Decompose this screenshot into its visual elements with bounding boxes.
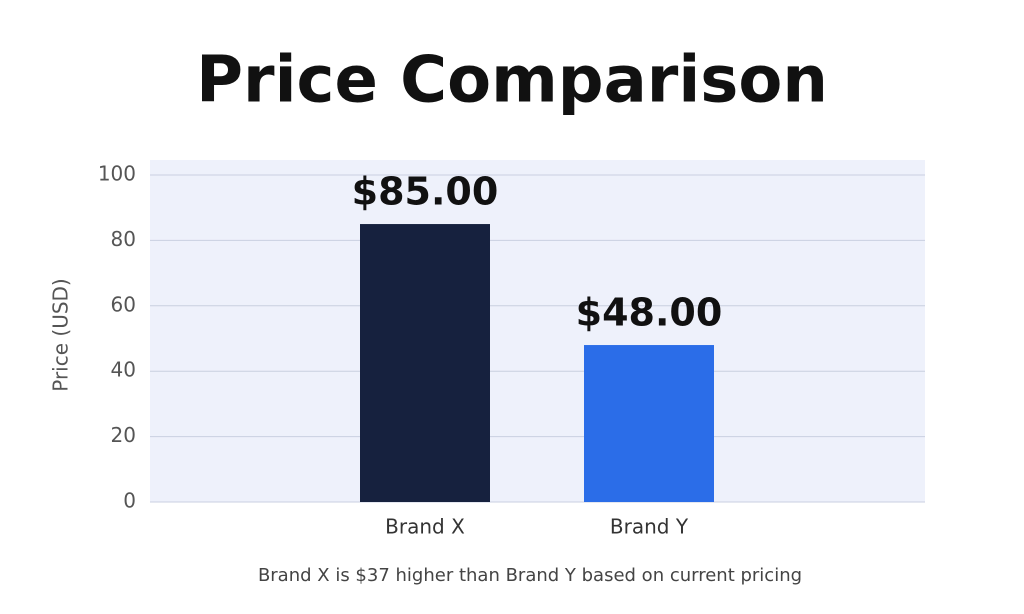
bar [584,345,714,502]
plot-background [150,160,925,502]
y-tick-label: 100 [98,162,136,186]
chart-title: Price Comparison [196,44,828,118]
x-tick-label: Brand Y [610,515,689,539]
y-tick-label: 80 [111,227,136,251]
y-tick-label: 0 [123,489,136,513]
x-tick-label: Brand X [385,515,465,539]
footnote: Brand X is $37 higher than Brand Y based… [258,565,802,586]
data-label: $48.00 [576,291,723,335]
bar [360,224,490,503]
y-tick-label: 40 [111,358,136,382]
y-axis-label: Price (USD) [49,278,73,392]
y-tick-label: 60 [111,292,136,316]
y-tick-label: 20 [111,423,136,447]
data-label: $85.00 [352,170,499,214]
